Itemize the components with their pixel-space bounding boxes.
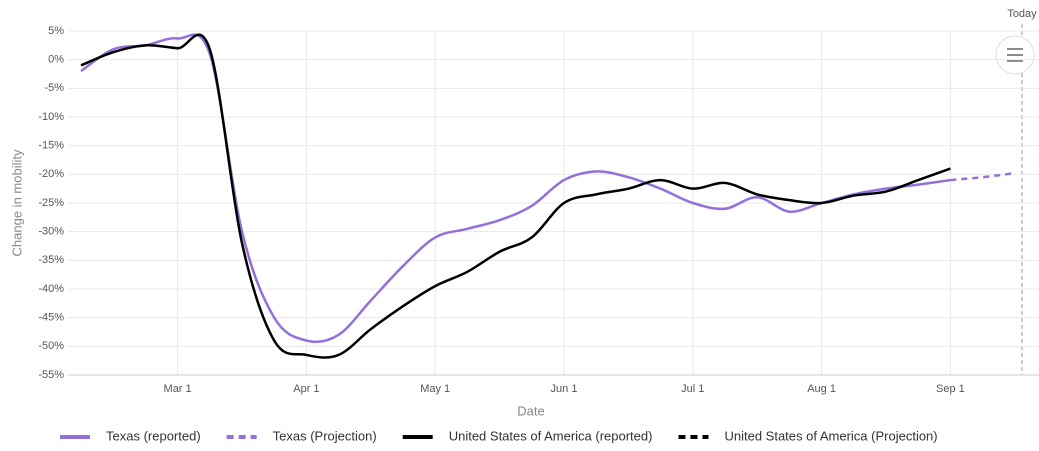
y-tick-label: -5%	[44, 82, 64, 94]
y-tick-label: 5%	[48, 25, 64, 37]
y-tick-label: -50%	[38, 340, 64, 352]
legend-label: United States of America (reported)	[449, 428, 653, 443]
series-line	[80, 33, 951, 344]
x-tick-label: Jul 1	[681, 383, 704, 395]
y-tick-label: -45%	[38, 312, 64, 324]
series-line	[80, 33, 951, 359]
y-tick-label: -10%	[38, 111, 64, 123]
x-tick-label: Aug 1	[807, 383, 836, 395]
x-tick-label: Sep 1	[936, 383, 965, 395]
x-tick-label: Jun 1	[551, 383, 578, 395]
series-line	[950, 171, 1015, 182]
y-axis-label: Change in mobility	[9, 149, 24, 256]
legend-label: Texas (reported)	[106, 428, 201, 443]
today-label: Today	[1007, 8, 1037, 20]
x-axis-label: Date	[517, 403, 544, 418]
x-tick-label: May 1	[420, 383, 450, 395]
legend-label: United States of America (Projection)	[724, 428, 937, 443]
x-tick-label: Apr 1	[293, 383, 319, 395]
legend-label: Texas (Projection)	[273, 428, 377, 443]
y-tick-label: -40%	[38, 283, 64, 295]
y-tick-label: -55%	[38, 369, 64, 381]
y-tick-label: -25%	[38, 197, 64, 209]
y-tick-label: -30%	[38, 226, 64, 238]
grid	[68, 30, 1039, 376]
settings-icon	[1007, 48, 1023, 62]
y-tick-label: -20%	[38, 168, 64, 180]
y-tick-label: -35%	[38, 254, 64, 266]
y-tick-label: -15%	[38, 140, 64, 152]
y-tick-label: 0%	[48, 54, 64, 66]
x-tick-label: Mar 1	[164, 383, 192, 395]
